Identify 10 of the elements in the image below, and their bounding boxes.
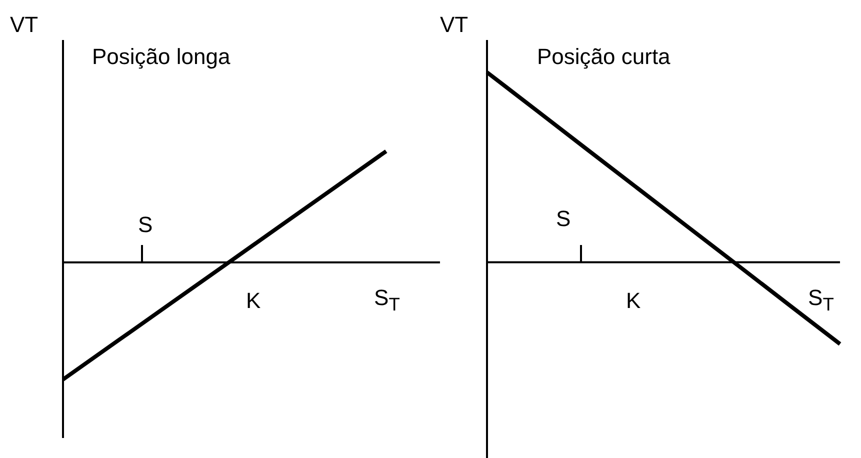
annotation: S$_{T}$ — [374, 285, 400, 314]
annotation: S — [556, 206, 571, 231]
y-axis-title: VT — [440, 12, 468, 37]
annotation: K — [246, 288, 261, 313]
chart-title: Posição longa — [92, 44, 230, 69]
annotation: S — [138, 212, 153, 237]
annotation: S$_{T}$ — [808, 285, 834, 314]
y-axis-title: VT — [10, 12, 38, 37]
chart-title: Posição curta — [537, 44, 670, 69]
annotation: K — [626, 288, 641, 313]
